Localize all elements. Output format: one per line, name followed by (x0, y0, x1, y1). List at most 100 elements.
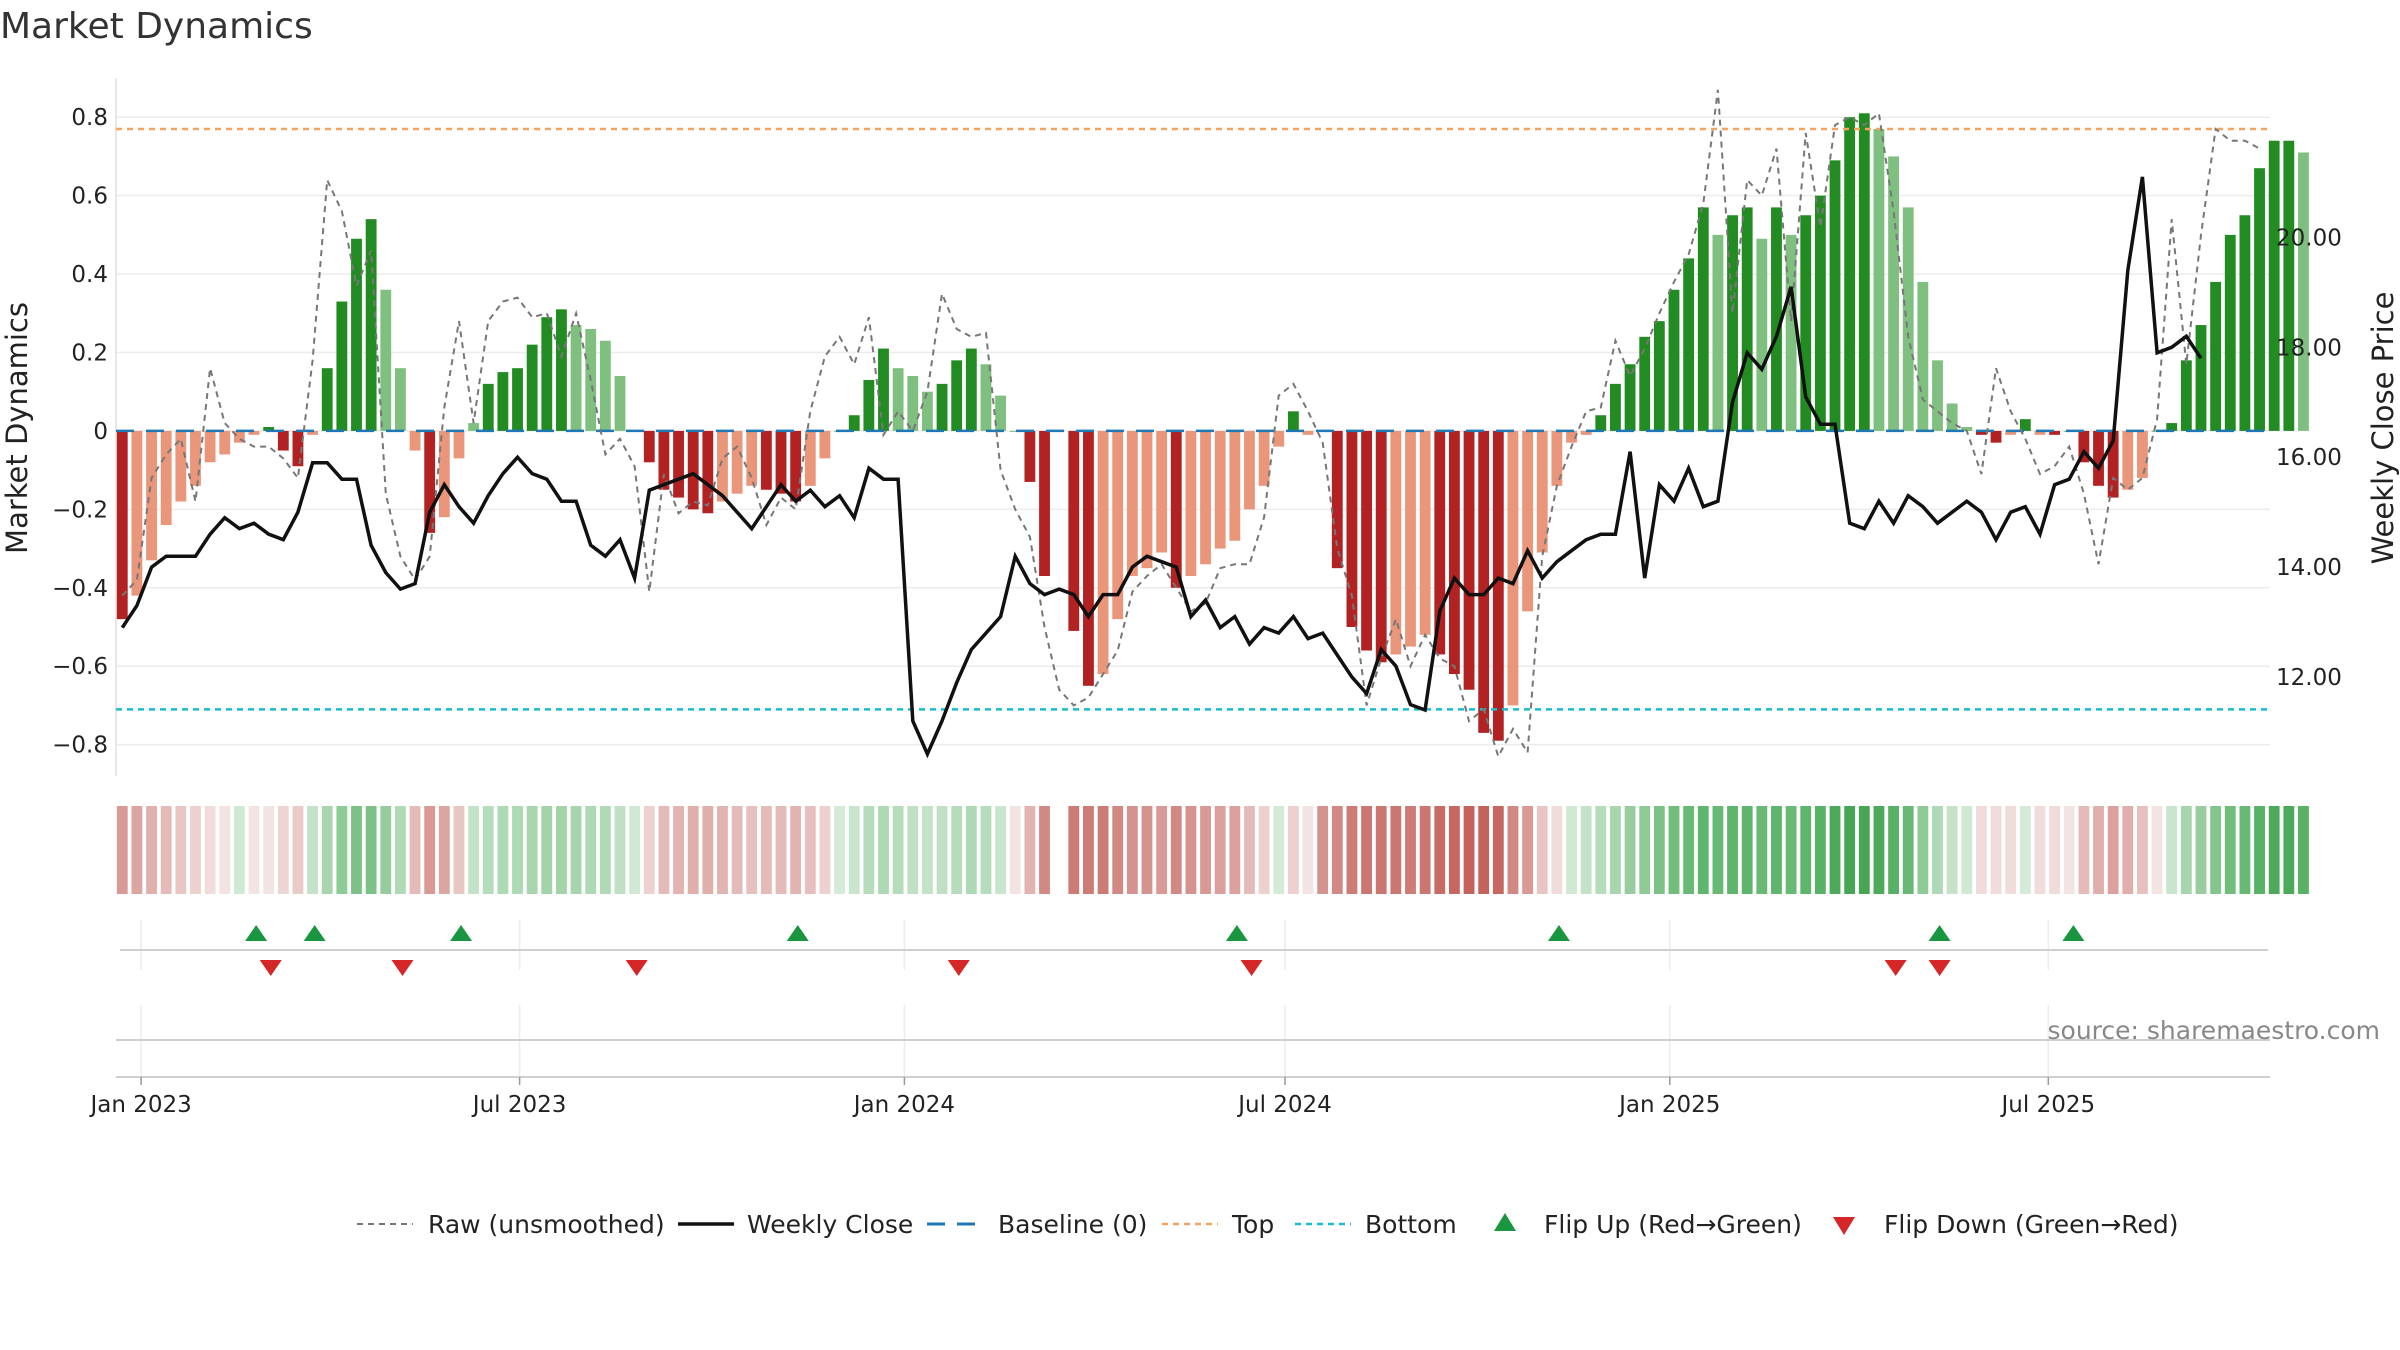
x-axis-ticks: Jan 2023 Jul 2023 Jan 2024 Jul 2024 Jan 2025… (88, 1077, 2095, 1118)
dynamics-bar (219, 430, 231, 455)
dynamics-bar (717, 430, 728, 502)
flip-down-marker (391, 960, 414, 976)
dynamics-bar (2298, 152, 2309, 431)
dynamics-bar (1258, 430, 1270, 486)
dynamics-bar (1463, 430, 1475, 690)
dynamics-bar (2034, 430, 2046, 435)
dynamics-bar (1536, 430, 1548, 553)
regime-strip-cell (204, 806, 216, 894)
dynamics-bar (541, 317, 553, 431)
dynamics-bar (1083, 430, 1094, 686)
dynamics-bar (512, 368, 523, 431)
dynamics-bar (2268, 140, 2280, 431)
right-tick-label: 20.00 (2276, 225, 2342, 251)
regime-strip-cell (1697, 806, 1709, 894)
legend-baseline-label: Baseline (0) (998, 1210, 1147, 1239)
regime-strip-cell (1390, 806, 1402, 894)
regime-strip-cell (468, 806, 480, 894)
dynamics-bar (965, 348, 977, 431)
dynamics-bar (1785, 234, 1797, 431)
regime-strip-cell (965, 806, 977, 894)
regime-strip-cell (599, 806, 611, 894)
dynamics-bar (2283, 140, 2295, 431)
regime-strip-cell (1536, 806, 1548, 894)
dynamics-bar (1668, 289, 1680, 431)
regime-strip-cell (2034, 806, 2046, 894)
dynamics-bar (1405, 430, 1416, 647)
dynamics-bar (307, 430, 318, 435)
dynamics-bar (1917, 281, 1929, 431)
regime-strip-cell (1507, 806, 1519, 894)
regime-strip-cell (1258, 806, 1270, 894)
dynamics-bar (453, 430, 465, 459)
regime-strip-cell (1771, 806, 1782, 894)
regime-strip-cell (1112, 806, 1124, 894)
weekly-close-line (120, 176, 2203, 759)
x-tick-label: Jul 2023 (471, 1092, 567, 1118)
regime-strip-cell (819, 806, 831, 894)
flip-down-marker (1928, 960, 1951, 976)
regime-strip-cell (2239, 806, 2251, 894)
dynamics-bar (1712, 234, 1724, 431)
dynamics-bar (2180, 360, 2192, 431)
legend-flip-down-label: Flip Down (Green→Red) (1884, 1210, 2179, 1239)
dynamics-bar (804, 430, 816, 486)
dynamics-bar (1551, 430, 1563, 486)
left-tick-label: −0.2 (52, 497, 108, 523)
regime-strip-cell (2210, 806, 2222, 894)
dynamics-bar (497, 372, 509, 431)
dynamics-bar (2049, 430, 2061, 435)
right-tick-label: 14.00 (2276, 555, 2342, 581)
regime-strip-cell (1361, 806, 1372, 894)
dynamics-bar (336, 301, 348, 431)
dynamics-bar (1727, 215, 1738, 431)
dynamics-bar (1346, 430, 1358, 627)
regime-strip-cell (2254, 806, 2265, 894)
dynamics-bar (1302, 430, 1314, 435)
regime-strip-cell (497, 806, 509, 894)
dynamics-bar (1610, 383, 1621, 431)
legend-flip-up-label: Flip Up (Red→Green) (1544, 1210, 1802, 1239)
dynamics-bar (2224, 234, 2236, 431)
regime-strip-cell (1741, 806, 1753, 894)
regime-strip-cell (1829, 806, 1841, 894)
dynamics-bar (2019, 419, 2031, 431)
dynamics-bar (1858, 113, 1870, 431)
dynamics-bar (2166, 423, 2178, 431)
right-tick-label: 12.00 (2276, 665, 2342, 691)
regime-strip-cell (1229, 806, 1241, 894)
regime-strip-cell (614, 806, 626, 894)
dynamics-bar (687, 430, 699, 510)
dynamics-bar (146, 430, 157, 561)
regime-strip-cell (629, 806, 641, 894)
dynamics-bar (1478, 430, 1490, 733)
regime-strip-cell (1478, 806, 1490, 894)
flip-up-marker (786, 925, 809, 941)
dynamics-bar (1902, 207, 1914, 431)
dynamics-bar (409, 430, 421, 451)
regime-strip-cell (760, 806, 772, 894)
dynamics-bar (321, 368, 333, 431)
dynamics-bar (1361, 430, 1372, 651)
regime-strip-cell (2268, 806, 2280, 894)
regime-strip-cell (1580, 806, 1592, 894)
dynamics-bar (1141, 430, 1153, 569)
dynamics-bar (819, 430, 831, 459)
dynamics-bar (190, 430, 201, 486)
regime-strip-cell (307, 806, 318, 894)
regime-strip-cell (995, 806, 1007, 894)
flip-down-marker (1240, 960, 1263, 976)
dynamics-bar (878, 348, 889, 431)
regime-strip-cell (1712, 806, 1724, 894)
dynamics-bar (1068, 430, 1080, 631)
regime-strip-cell (1405, 806, 1416, 894)
regime-strip-cell (556, 806, 567, 894)
left-tick-label: 0.8 (71, 105, 108, 131)
dynamics-bar (614, 376, 626, 431)
regime-strip-cell (1990, 806, 2002, 894)
source-label: source: sharemaestro.com (2048, 1016, 2381, 1045)
regime-strip-cell (131, 806, 143, 894)
regime-strip-cell (2049, 806, 2061, 894)
dynamics-bar (658, 430, 670, 490)
regime-strip-cell (394, 806, 406, 894)
